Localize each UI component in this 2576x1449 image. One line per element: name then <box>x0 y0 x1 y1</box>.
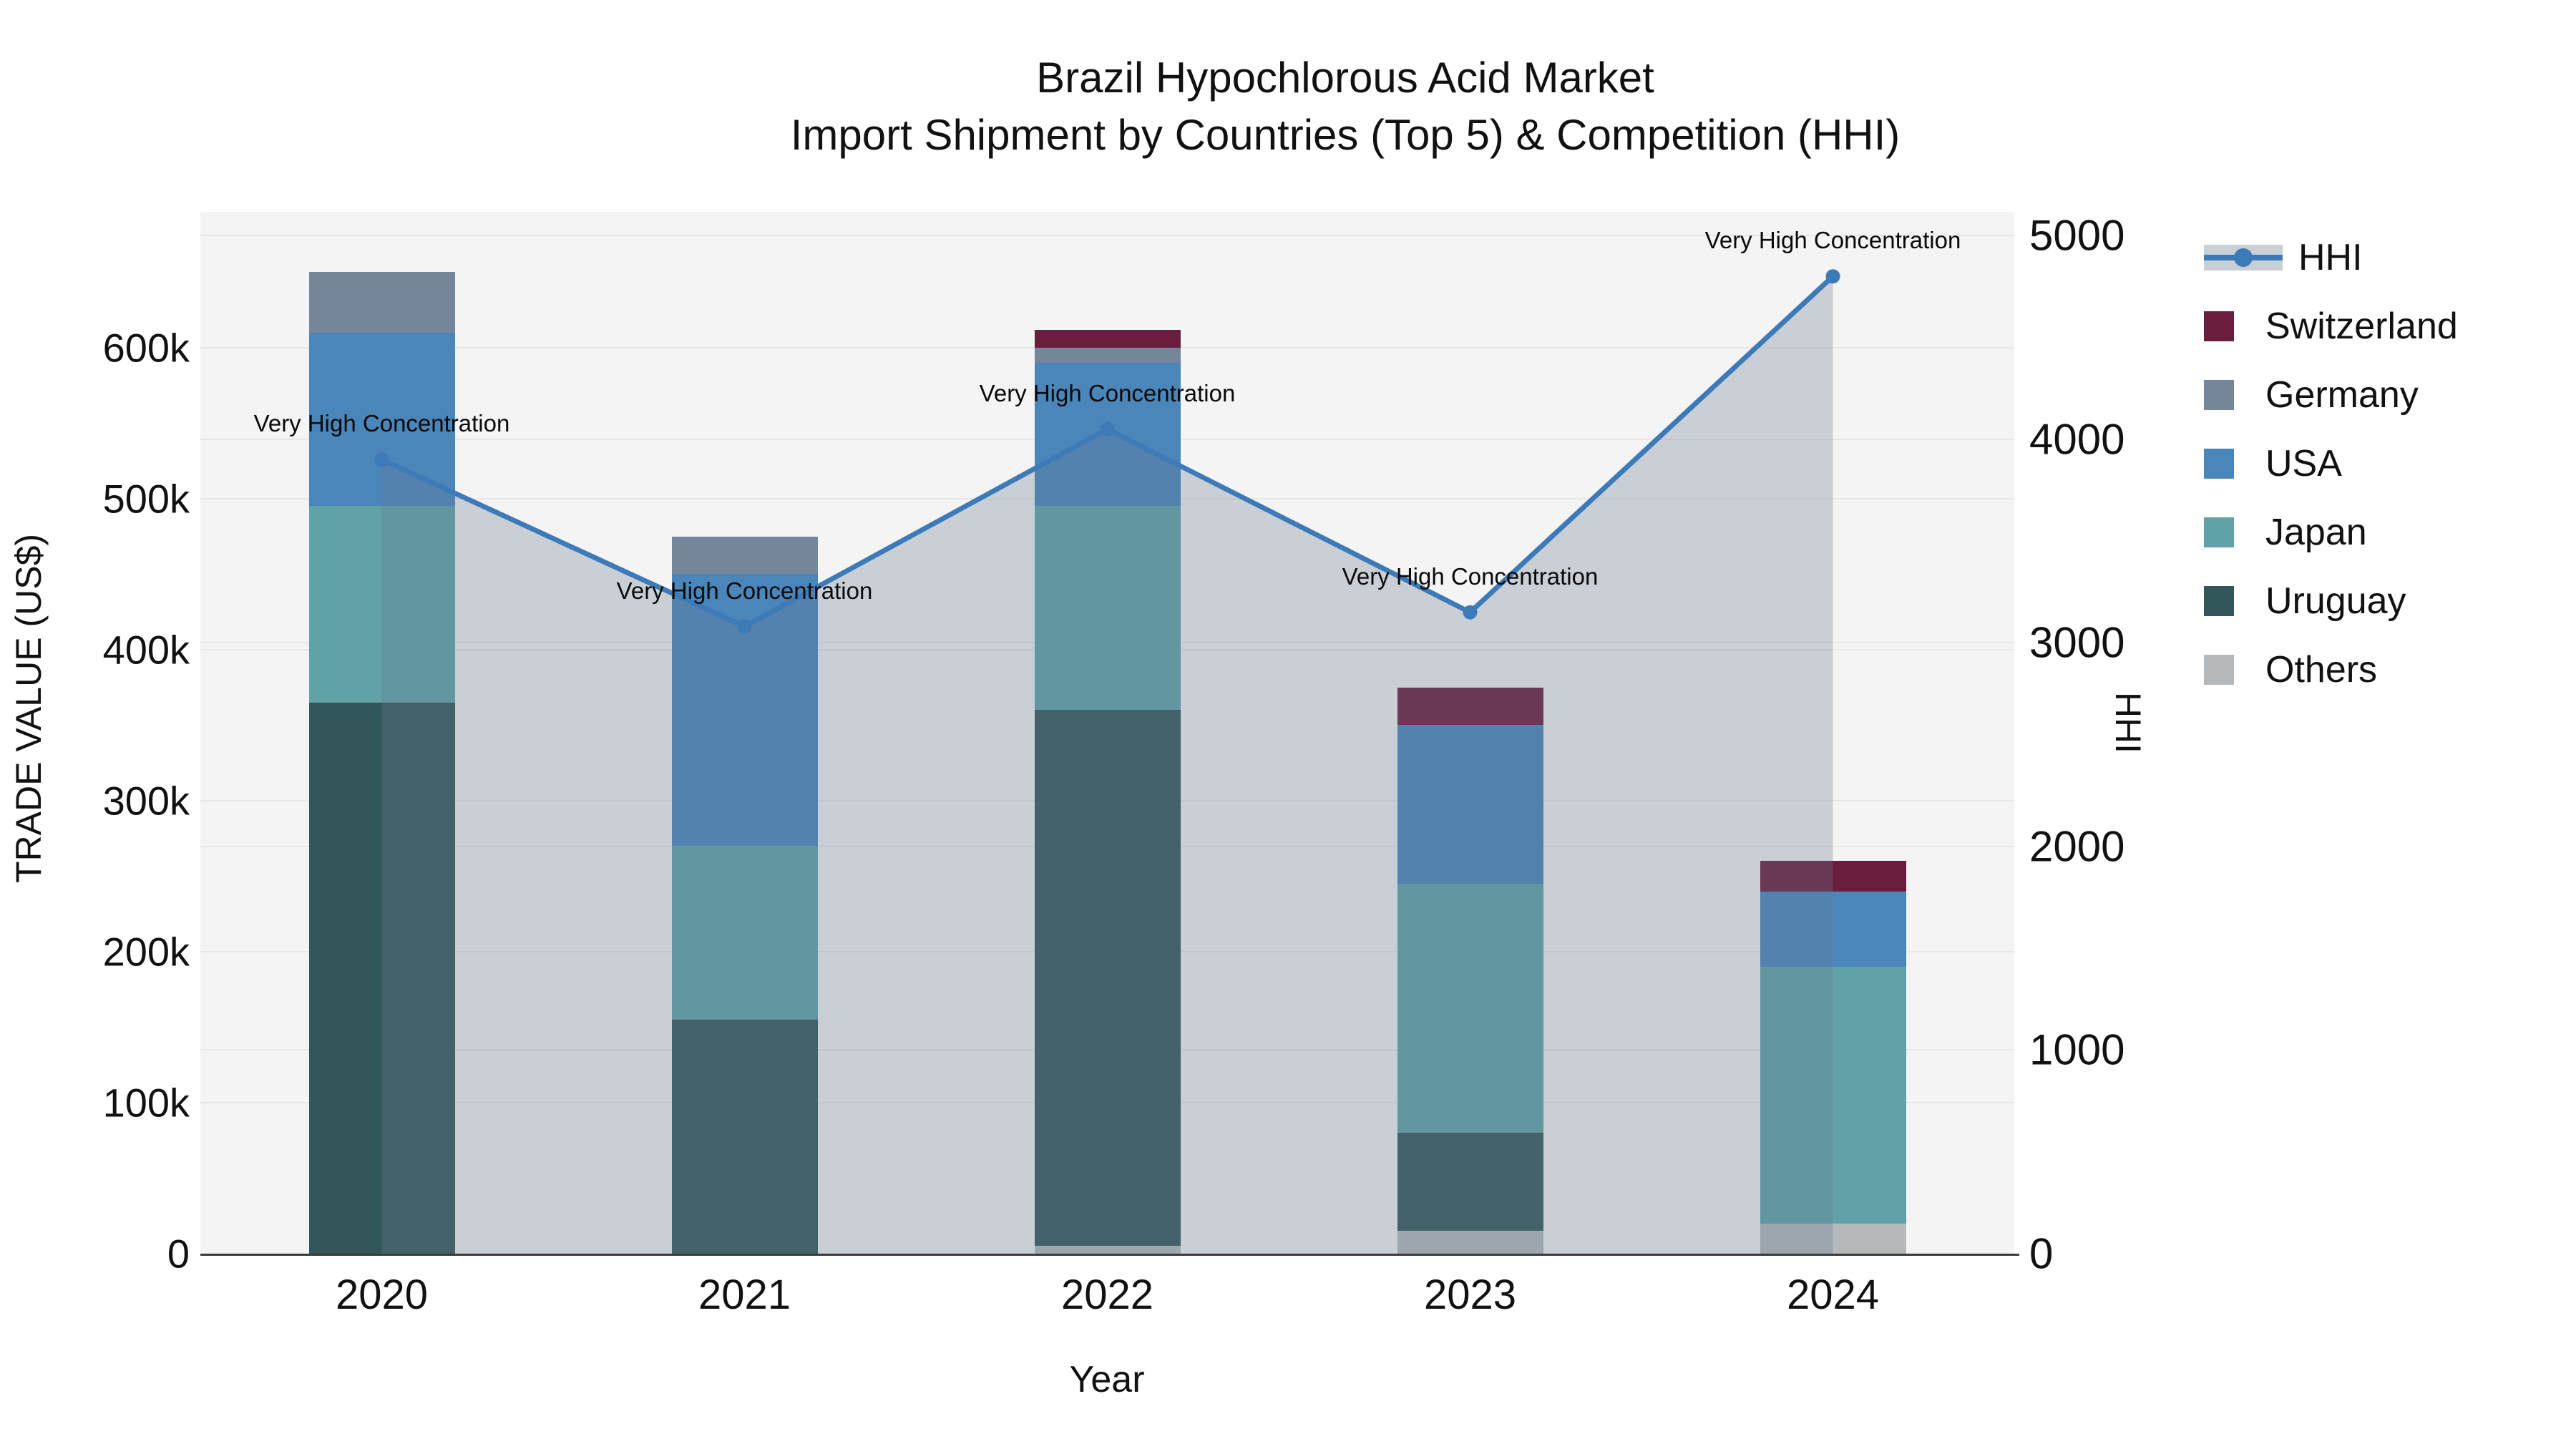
annotation-2020: Very High Concentration <box>253 410 510 437</box>
legend-label-germany: Germany <box>2265 374 2419 416</box>
bar-segment-2024-others[interactable] <box>1760 1223 1906 1254</box>
x-tick-2020: 2020 <box>335 1272 429 1318</box>
legend-label-hhi: HHI <box>2298 237 2363 278</box>
legend-label-uruguay: Uruguay <box>2265 580 2406 622</box>
y-left-tick-600k: 600k <box>102 325 190 371</box>
bar-segment-2023-others[interactable] <box>1397 1231 1543 1254</box>
annotation-2024: Very High Concentration <box>1704 227 1961 254</box>
bar-segment-2021-japan[interactable] <box>671 846 818 1020</box>
bar-segment-2022-uruguay[interactable] <box>1034 710 1181 1246</box>
legend-label-switzerland: Switzerland <box>2265 306 2458 347</box>
bar-segment-2022-others[interactable] <box>1034 1246 1181 1254</box>
y-left-tick-200k: 200k <box>102 929 190 975</box>
legend-item-uruguay[interactable]: Uruguay <box>2204 567 2458 635</box>
annotation-2022: Very High Concentration <box>979 379 1236 406</box>
bar-segment-2024-japan[interactable] <box>1760 967 1906 1224</box>
x-axis-title: Year <box>1069 1359 1145 1400</box>
chart-title-line1: Brazil Hypochlorous Acid Market <box>1036 54 1654 102</box>
y-left-tick-500k: 500k <box>102 476 190 522</box>
legend-swatch-usa <box>2204 449 2234 479</box>
hhi-marker-dot <box>2234 248 2253 267</box>
legend-label-japan: Japan <box>2265 512 2367 553</box>
annotation-2021: Very High Concentration <box>616 577 873 604</box>
legend: HHI Switzerland Germany USA Japan Uruguay Othe… <box>2204 223 2458 704</box>
x-tick-2023: 2023 <box>1423 1272 1517 1318</box>
legend-item-others[interactable]: Others <box>2204 635 2458 704</box>
legend-swatch-switzerland <box>2204 311 2234 341</box>
bar-segment-2023-uruguay[interactable] <box>1397 1133 1543 1231</box>
y-left-tick-300k: 300k <box>102 778 190 824</box>
legend-item-hhi[interactable]: HHI <box>2204 223 2458 292</box>
bar-segment-2024-switzerland[interactable] <box>1760 861 1906 892</box>
y-right-tick-1000: 1000 <box>2029 1025 2125 1074</box>
bar-segment-2022-switzerland[interactable] <box>1034 329 1181 348</box>
bar-segment-2021-uruguay[interactable] <box>671 1019 818 1254</box>
bar-segment-2020-japan[interactable] <box>308 506 455 703</box>
hhi-line-icon <box>2204 245 2283 270</box>
legend-swatch-others <box>2204 655 2234 685</box>
bar-segment-2022-japan[interactable] <box>1034 506 1181 711</box>
legend-label-usa: USA <box>2265 443 2342 484</box>
legend-item-usa[interactable]: USA <box>2204 429 2458 498</box>
legend-item-japan[interactable]: Japan <box>2204 498 2458 567</box>
legend-item-germany[interactable]: Germany <box>2204 361 2458 429</box>
x-tick-2022: 2022 <box>1060 1272 1154 1318</box>
x-tick-2021: 2021 <box>698 1272 791 1318</box>
bar-segment-2021-germany[interactable] <box>671 536 818 575</box>
bar-segment-2020-uruguay[interactable] <box>308 702 455 1254</box>
bars-layer <box>200 212 2014 1254</box>
y-right-tick-4000: 4000 <box>2029 415 2125 464</box>
legend-item-switzerland[interactable]: Switzerland <box>2204 292 2458 361</box>
gridline-right-5000 <box>200 235 2014 237</box>
bar-segment-2023-japan[interactable] <box>1397 884 1543 1133</box>
y-right-tick-0: 0 <box>2029 1229 2054 1278</box>
chart-title-line2: Import Shipment by Countries (Top 5) & C… <box>790 111 1901 159</box>
bar-segment-2023-switzerland[interactable] <box>1397 687 1543 726</box>
bar-segment-2020-germany[interactable] <box>308 272 455 333</box>
bar-segment-2021-usa[interactable] <box>671 574 818 847</box>
y-left-tick-100k: 100k <box>102 1080 190 1126</box>
x-axis-line <box>200 1254 2019 1256</box>
legend-swatch-germany <box>2204 380 2234 410</box>
legend-swatch-japan <box>2204 517 2234 547</box>
x-tick-2024: 2024 <box>1786 1272 1880 1318</box>
bar-segment-2024-usa[interactable] <box>1760 891 1906 967</box>
y-right-tick-2000: 2000 <box>2029 822 2125 871</box>
bar-segment-2023-usa[interactable] <box>1397 725 1543 884</box>
y-left-tick-400k: 400k <box>102 627 190 673</box>
annotation-2023: Very High Concentration <box>1342 562 1599 590</box>
legend-label-others: Others <box>2265 649 2378 691</box>
bar-segment-2022-germany[interactable] <box>1034 347 1181 363</box>
y-axis-left-title: TRADE VALUE (US$) <box>9 533 49 884</box>
y-axis-right-title: HHI <box>2108 691 2148 754</box>
y-right-tick-3000: 3000 <box>2029 618 2125 667</box>
y-left-tick-0: 0 <box>167 1231 190 1277</box>
y-right-tick-5000: 5000 <box>2029 211 2125 260</box>
plot-area: Very High Concentration Very High Concent… <box>200 212 2014 1254</box>
legend-swatch-uruguay <box>2204 586 2234 616</box>
